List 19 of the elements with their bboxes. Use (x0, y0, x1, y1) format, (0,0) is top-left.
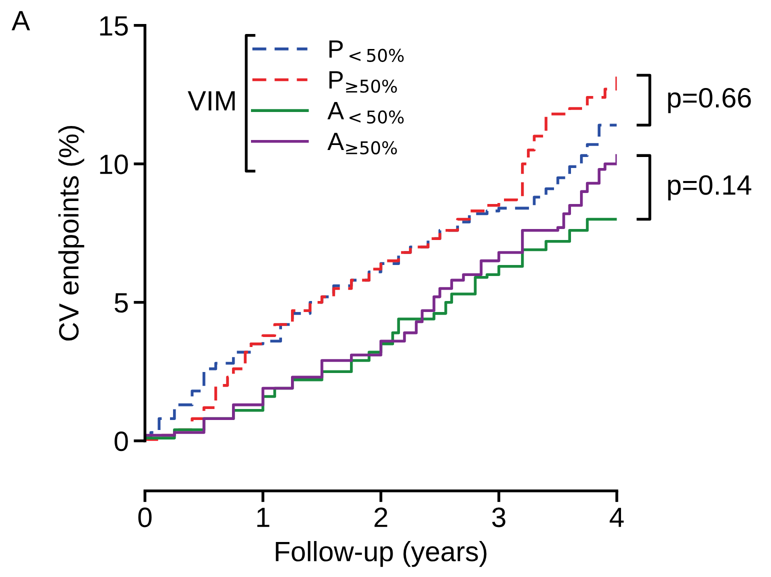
y-tick-label: 0 (114, 431, 128, 452)
x-axis-title: Follow-up (years) (276, 541, 486, 567)
legend-label: A$_{≥50%}$ (327, 132, 397, 154)
x-tick-label: 2 (374, 508, 388, 527)
x-tick-label: 4 (610, 508, 624, 527)
text: A (12, 11, 30, 30)
y-tick-label: 10 (100, 154, 128, 174)
y-axis-title: CV endpoints (%) (58, 126, 84, 341)
legend-title: VIM (188, 91, 235, 110)
text: p=0.66 (668, 88, 751, 114)
x-tick-label: 1 (257, 508, 270, 527)
legend-label: P$_{<50%}$ (329, 40, 404, 62)
x-tick-label: 3 (492, 508, 506, 528)
x-tick-label: 0 (138, 508, 152, 528)
y-tick-label: 15 (100, 16, 128, 36)
legend-label: A$_{<50%}$ (327, 102, 404, 124)
y-tick-label: 5 (114, 293, 128, 313)
text: p=0.14 (668, 175, 752, 200)
legend-label: P$_{≥50%}$ (329, 71, 397, 93)
